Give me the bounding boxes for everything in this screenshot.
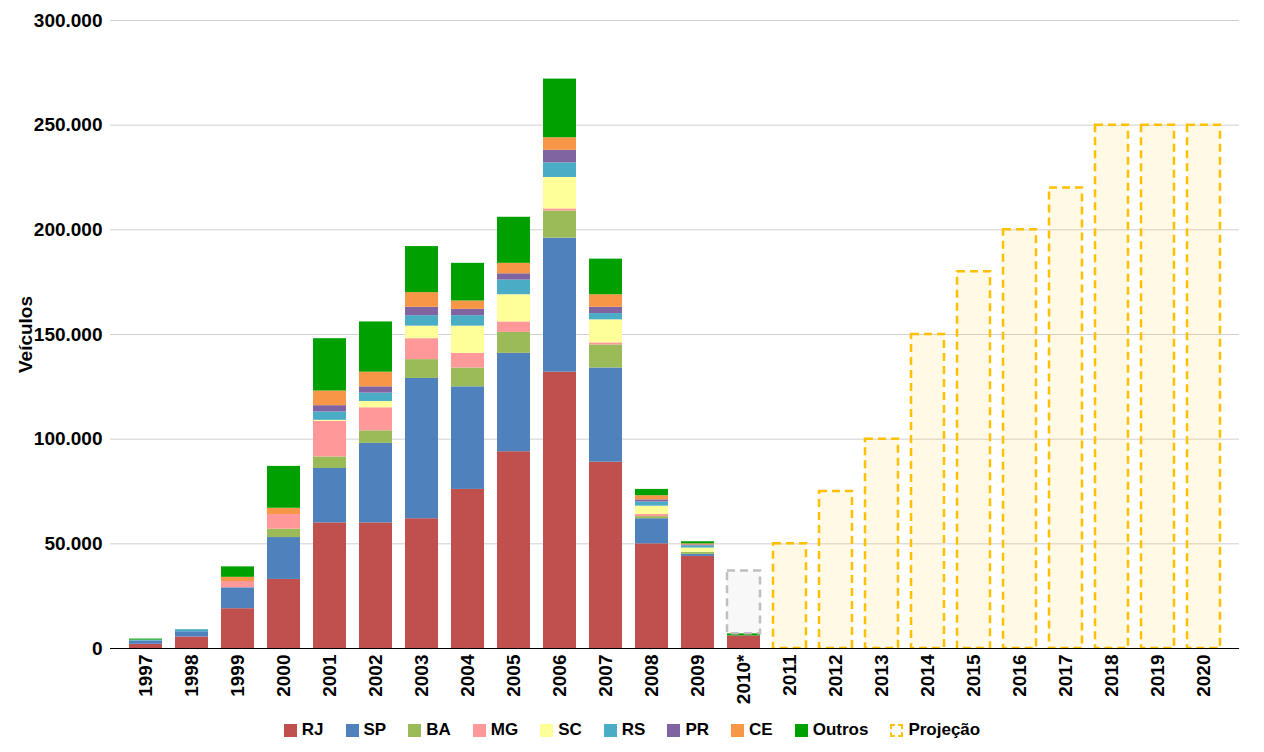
html-text:Projeção: Projeção xyxy=(908,720,981,739)
svg-text:200.000: 200.000 xyxy=(34,219,103,240)
svg-text:2017: 2017 xyxy=(1055,655,1076,697)
svg-text:2014: 2014 xyxy=(917,654,938,697)
svg-text:2002: 2002 xyxy=(365,655,386,697)
svg-text:1997: 1997 xyxy=(135,655,156,697)
svg-text:2007: 2007 xyxy=(595,655,616,697)
html-text:SP: SP xyxy=(363,720,387,739)
svg-text:2005: 2005 xyxy=(503,654,524,697)
html-text:MG: MG xyxy=(490,720,519,739)
svg-text:2009: 2009 xyxy=(687,655,708,697)
html-text:PR: PR xyxy=(685,720,709,739)
svg-text:1999: 1999 xyxy=(227,655,248,697)
svg-text:2011: 2011 xyxy=(779,654,800,696)
svg-text:2020: 2020 xyxy=(1193,655,1214,697)
svg-text:2012: 2012 xyxy=(825,655,846,697)
html-text:RS: RS xyxy=(621,720,646,739)
svg-text:250.000: 250.000 xyxy=(34,114,103,135)
svg-text:2016: 2016 xyxy=(1009,655,1030,697)
svg-text:Veículos: Veículos xyxy=(15,296,36,373)
svg-text:2004: 2004 xyxy=(457,654,478,697)
svg-text:2001: 2001 xyxy=(319,654,340,697)
svg-text:2003: 2003 xyxy=(411,655,432,697)
svg-text:1998: 1998 xyxy=(181,655,202,697)
html-text:Outros: Outros xyxy=(812,720,869,739)
svg-text:2013: 2013 xyxy=(871,655,892,697)
html-text:CE: CE xyxy=(749,720,773,739)
html-text:BA: BA xyxy=(426,720,451,739)
html-text:RJ: RJ xyxy=(301,720,324,739)
svg-text:2019: 2019 xyxy=(1147,655,1168,697)
svg-text:50.000: 50.000 xyxy=(44,533,102,554)
svg-text:100.000: 100.000 xyxy=(34,428,103,449)
svg-text:0: 0 xyxy=(92,638,103,659)
svg-text:2008: 2008 xyxy=(641,655,662,697)
svg-text:2015: 2015 xyxy=(963,654,984,697)
svg-text:2010*: 2010* xyxy=(733,654,754,704)
svg-text:150.000: 150.000 xyxy=(34,324,103,345)
html-text:SC: SC xyxy=(558,720,582,739)
svg-text:2006: 2006 xyxy=(549,655,570,697)
svg-text:300.000: 300.000 xyxy=(34,10,103,31)
svg-text:2000: 2000 xyxy=(273,655,294,697)
svg-text:2018: 2018 xyxy=(1101,655,1122,697)
